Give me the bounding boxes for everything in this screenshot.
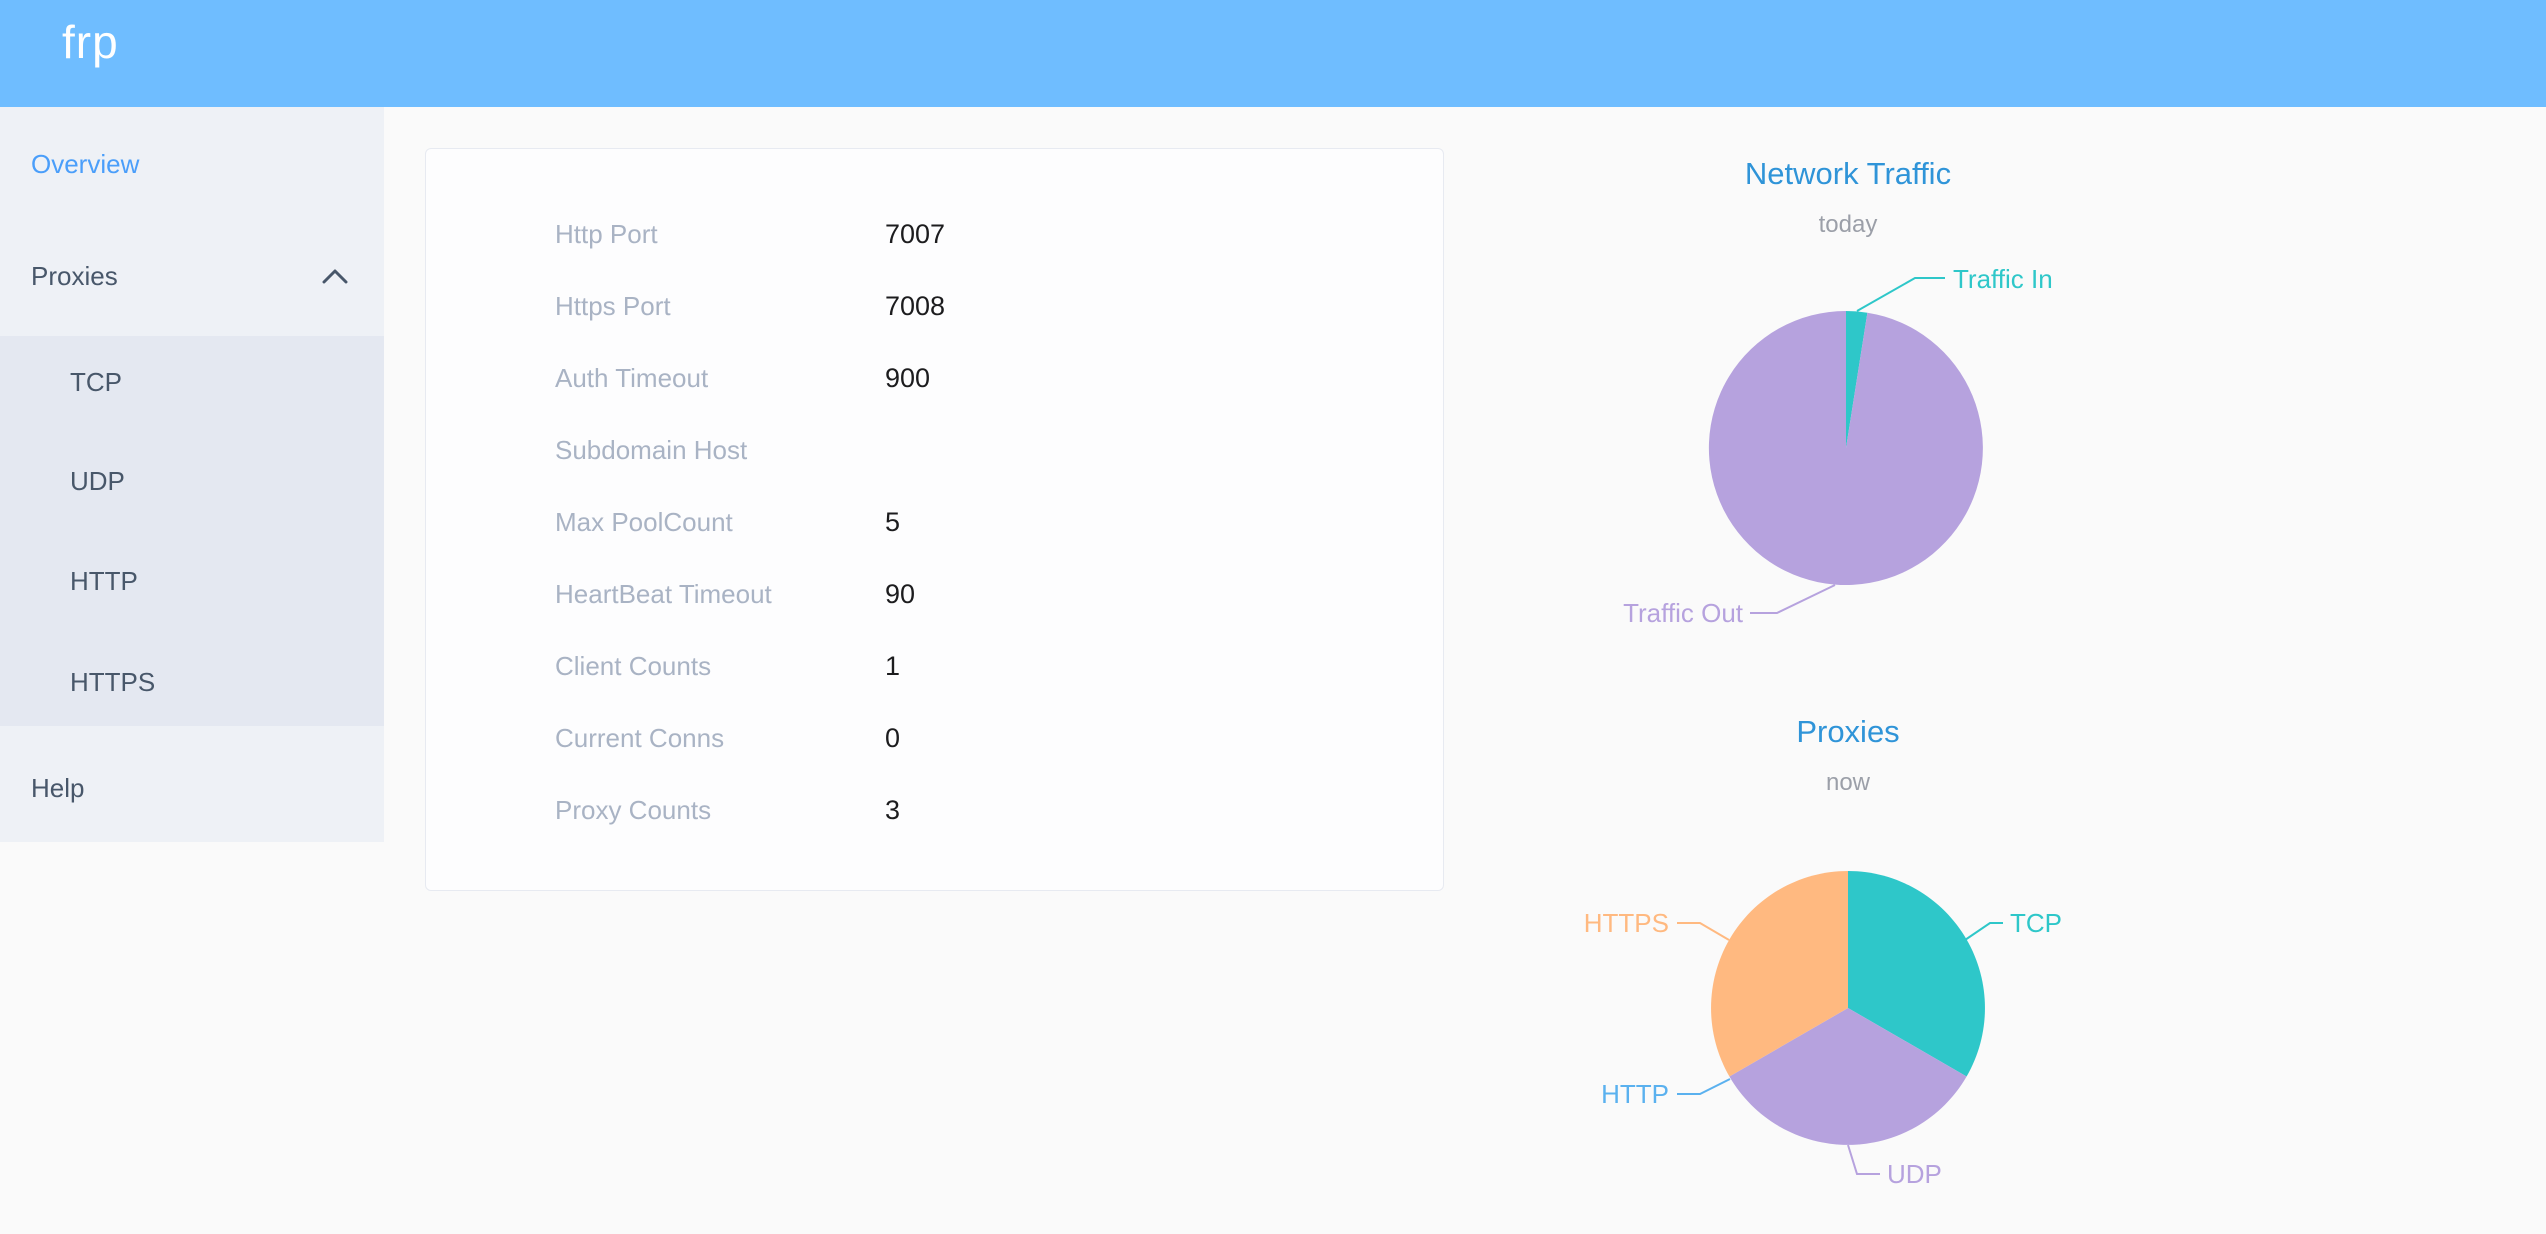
sidebar-item-help-label: Help: [31, 772, 85, 803]
server-config-card: Http Port 7007 Https Port 7008 Auth Time…: [425, 148, 1444, 891]
tcp-label: TCP: [2010, 908, 2062, 938]
config-value: 1: [885, 650, 901, 681]
config-label: Auth Timeout: [555, 362, 709, 393]
sidebar-item-tcp[interactable]: TCP: [0, 354, 384, 410]
config-value: 7007: [885, 218, 946, 249]
network-traffic-chart-subtitle: today: [1818, 211, 1878, 238]
sidebar-item-udp-label: UDP: [70, 465, 125, 496]
sidebar-item-overview-label: Overview: [31, 148, 140, 179]
proxies-pie: [1711, 871, 1985, 1145]
config-row: Subdomain Host: [426, 414, 1443, 486]
tcp-leader-line: [1964, 922, 2003, 941]
proxies-submenu: TCP UDP HTTP HTTPS: [0, 336, 384, 726]
config-row: Max PoolCount 5: [426, 486, 1443, 558]
sidebar-item-https-label: HTTPS: [70, 666, 156, 697]
proxies-chart-title: Proxies: [1796, 714, 1900, 749]
config-value: 7008: [885, 290, 946, 321]
config-label: Subdomain Host: [555, 434, 748, 465]
network-traffic-pie: [1708, 310, 1983, 585]
network-traffic-chart-title: Network Traffic: [1744, 156, 1952, 191]
config-label: Http Port: [555, 218, 658, 249]
config-value: 90: [885, 578, 916, 609]
config-row: Client Counts 1: [426, 630, 1443, 702]
sidebar-item-https[interactable]: HTTPS: [0, 654, 384, 710]
config-label: Proxy Counts: [555, 794, 712, 825]
pie-slice-https[interactable]: [1711, 871, 1848, 1077]
config-row: Proxy Counts 3: [426, 774, 1443, 846]
https-leader-line: [1677, 922, 1730, 941]
pie-slice-traffic-in[interactable]: [1846, 311, 1868, 448]
sidebar-item-proxies[interactable]: Proxies: [0, 248, 384, 304]
sidebar-item-help[interactable]: Help: [0, 760, 384, 816]
config-label: Current Conns: [555, 722, 725, 753]
config-row: HeartBeat Timeout 90: [426, 558, 1443, 630]
config-row: Https Port 7008: [426, 270, 1443, 342]
sidebar-item-proxies-label: Proxies: [31, 260, 118, 291]
traffic-in-leader-line: [1856, 277, 1945, 312]
config-label: Client Counts: [555, 650, 712, 681]
config-value: 5: [885, 506, 901, 537]
config-label: HeartBeat Timeout: [555, 578, 772, 609]
config-label: Max PoolCount: [555, 506, 733, 537]
https-label: HTTPS: [1583, 908, 1669, 938]
traffic-in-label: Traffic In: [1953, 264, 2053, 294]
sidebar-item-http[interactable]: HTTP: [0, 553, 384, 609]
traffic-out-label: Traffic Out: [1623, 598, 1743, 628]
sidebar-item-udp[interactable]: UDP: [0, 453, 384, 509]
sidebar-item-http-label: HTTP: [70, 565, 138, 596]
config-row: Current Conns 0: [426, 702, 1443, 774]
app-logo: frp: [62, 16, 119, 68]
config-value: 0: [885, 722, 901, 753]
udp-leader-line: [1847, 1144, 1880, 1175]
chevron-up-icon: [322, 269, 348, 284]
sidebar-item-tcp-label: TCP: [70, 366, 122, 397]
sidebar: Overview Proxies TCP UDP HTTP HTTPS Help: [0, 107, 384, 842]
pie-slice-traffic-out[interactable]: [1708, 310, 1983, 585]
proxies-chart-subtitle: now: [1825, 769, 1871, 796]
app-header: frp: [0, 0, 2546, 107]
config-row: Auth Timeout 900: [426, 342, 1443, 414]
pie-slice-udp[interactable]: [1729, 1008, 1967, 1145]
config-value: 900: [885, 362, 931, 393]
config-value: 3: [885, 794, 901, 825]
config-row: Http Port 7007: [426, 198, 1443, 270]
traffic-out-leader-line: [1750, 584, 1836, 614]
pie-slice-tcp[interactable]: [1848, 871, 1985, 1077]
http-leader-line: [1677, 1078, 1731, 1095]
sidebar-item-overview[interactable]: Overview: [0, 136, 384, 192]
config-label: Https Port: [555, 290, 671, 321]
http-label: HTTP: [1601, 1079, 1669, 1109]
udp-label: UDP: [1887, 1159, 1942, 1189]
